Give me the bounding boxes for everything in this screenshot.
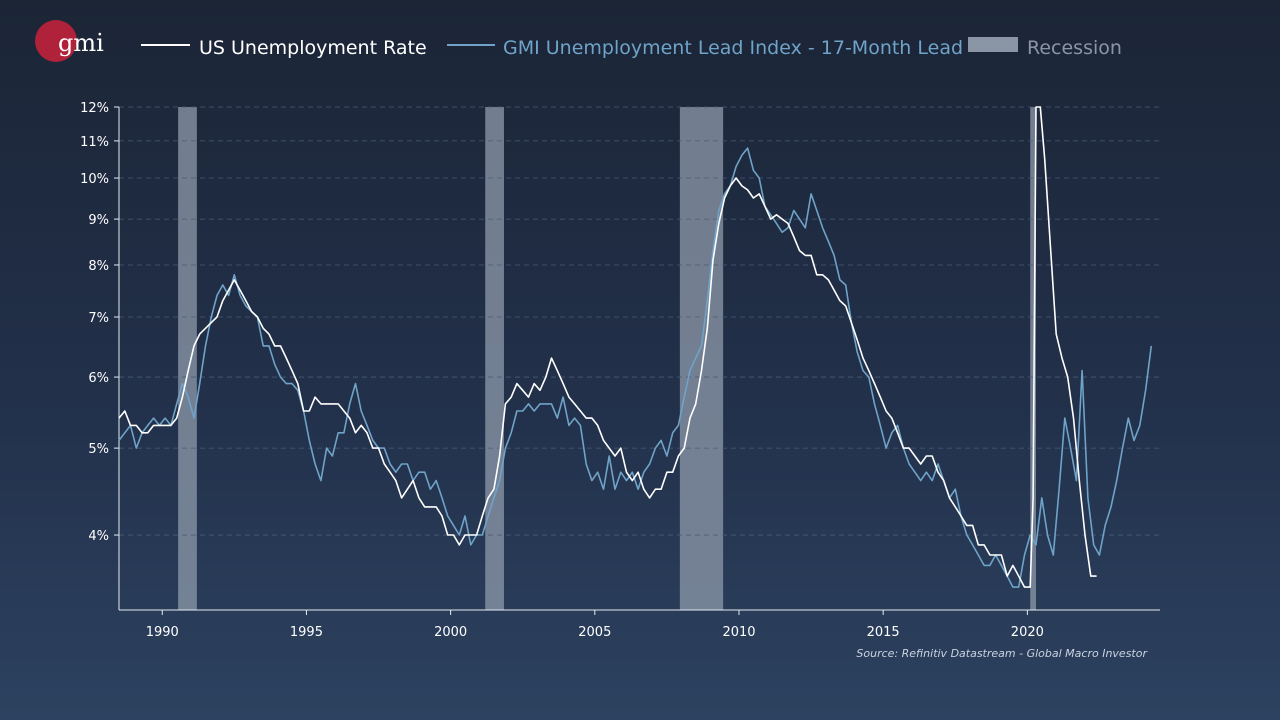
gmi-logo: gmi (35, 20, 104, 62)
y-axis: 4% 5% 6% 7% 8% 9% 10% 11% 12% (80, 101, 120, 610)
x-tick-label-1: 1995 (290, 625, 323, 640)
y-tick-label-6: 10% (80, 172, 109, 187)
gridlines (119, 106, 1160, 536)
legend: US Unemployment Rate GMI Unemployment Le… (141, 37, 1122, 59)
legend-label-lead-index: GMI Unemployment Lead Index - 17-Month L… (503, 37, 963, 59)
series-lines (118, 106, 1153, 588)
x-tick-label-0: 1990 (146, 625, 179, 640)
x-tick-label-3: 2005 (578, 625, 611, 640)
series-line-unemployment (118, 106, 1097, 588)
y-tick-label-4: 8% (88, 259, 109, 274)
legend-swatch-recession (968, 37, 1018, 52)
y-tick-label-2: 6% (88, 371, 109, 386)
recession-band-0 (178, 107, 197, 610)
y-tick-label-8: 12% (80, 101, 109, 116)
y-tick-label-3: 7% (88, 311, 109, 326)
recession-band-1 (485, 107, 504, 610)
logo-text: gmi (58, 29, 104, 57)
source-note: Source: Refinitiv Datastream - Global Ma… (856, 647, 1148, 660)
x-tick-label-4: 2010 (722, 625, 755, 640)
legend-label-unemployment: US Unemployment Rate (199, 37, 427, 59)
y-tick-label-7: 11% (80, 135, 109, 150)
recession-bands (178, 107, 1037, 610)
series-line-lead-index (118, 147, 1153, 588)
recession-band-2 (679, 107, 724, 610)
logo-circle (35, 20, 77, 62)
legend-label-recession: Recession (1027, 37, 1122, 59)
x-tick-label-5: 2015 (867, 625, 900, 640)
x-tick-label-6: 2020 (1011, 625, 1044, 640)
x-tick-label-2: 2000 (434, 625, 467, 640)
x-axis: 1990 1995 2000 2005 2010 2015 2020 (119, 609, 1160, 640)
y-tick-label-1: 5% (88, 442, 109, 457)
y-tick-label-0: 4% (88, 529, 109, 544)
y-tick-label-5: 9% (88, 213, 109, 228)
recession-band-3 (1030, 107, 1037, 610)
